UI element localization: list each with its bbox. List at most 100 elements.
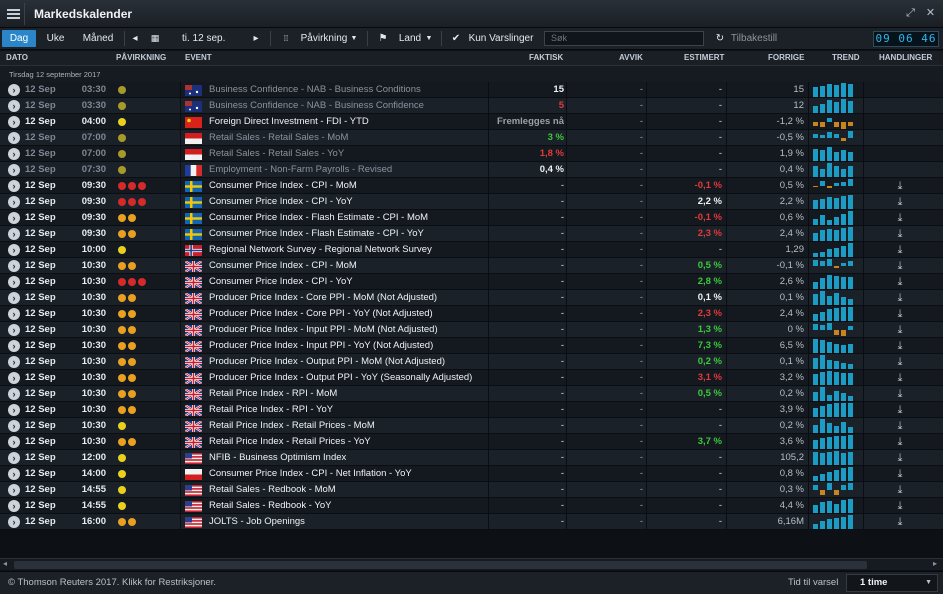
trend-sparkline[interactable] xyxy=(813,355,855,369)
reset-button[interactable]: Tilbakestill xyxy=(730,33,778,44)
trend-sparkline[interactable] xyxy=(813,483,855,497)
impact-filter[interactable]: Påvirkning xyxy=(300,33,348,44)
table-row[interactable]: › 12 Sep 04:00 Foreign Direct Investment… xyxy=(0,114,943,130)
table-row[interactable]: › 12 Sep 10:30 Retail Price Index - RPI … xyxy=(0,402,943,418)
trend-sparkline[interactable] xyxy=(813,115,855,129)
copyright-link[interactable]: © Thomson Reuters 2017. Klikk for Restri… xyxy=(8,577,216,588)
row-event[interactable]: Consumer Price Index - Flash Estimate - … xyxy=(209,212,429,223)
table-row[interactable]: › 12 Sep 07:00 Retail Sales - Retail Sal… xyxy=(0,146,943,162)
trend-sparkline[interactable] xyxy=(813,387,855,401)
table-row[interactable]: › 12 Sep 10:30 Retail Price Index - RPI … xyxy=(0,386,943,402)
download-icon[interactable]: ⤓ xyxy=(897,404,903,416)
col-deviation[interactable]: AVVIK xyxy=(619,53,643,62)
download-icon[interactable]: ⤓ xyxy=(897,500,903,512)
expand-row-icon[interactable]: › xyxy=(8,484,20,496)
tab-day[interactable]: Dag xyxy=(2,30,36,47)
trend-sparkline[interactable] xyxy=(813,435,855,449)
expand-row-icon[interactable]: › xyxy=(8,132,20,144)
table-row[interactable]: › 12 Sep 09:30 Consumer Price Index - Fl… xyxy=(0,226,943,242)
scroll-right-icon[interactable]: ▸ xyxy=(933,559,938,568)
row-event[interactable]: Producer Price Index - Output PPI - MoM … xyxy=(209,356,446,367)
trend-sparkline[interactable] xyxy=(813,195,855,209)
scrollbar-thumb[interactable] xyxy=(14,561,867,569)
hamburger-menu-icon[interactable] xyxy=(3,3,25,25)
download-icon[interactable]: ⤓ xyxy=(897,324,903,336)
row-event[interactable]: Retail Price Index - RPI - MoM xyxy=(209,388,338,399)
expand-row-icon[interactable]: › xyxy=(8,260,20,272)
expand-icon[interactable]: ⤢ xyxy=(906,7,915,19)
download-icon[interactable]: ⤓ xyxy=(897,244,903,256)
trend-sparkline[interactable] xyxy=(813,323,855,337)
col-event[interactable]: EVENT xyxy=(185,53,212,62)
download-icon[interactable]: ⤓ xyxy=(897,308,903,320)
table-row[interactable]: › 12 Sep 10:30 Producer Price Index - In… xyxy=(0,338,943,354)
trend-sparkline[interactable] xyxy=(813,499,855,513)
expand-row-icon[interactable]: › xyxy=(8,308,20,320)
expand-row-icon[interactable]: › xyxy=(8,356,20,368)
expand-row-icon[interactable]: › xyxy=(8,148,20,160)
row-event[interactable]: Retail Price Index - RPI - YoY xyxy=(209,404,334,415)
trend-sparkline[interactable] xyxy=(813,99,855,113)
date-selector[interactable]: ti. 12 sep. xyxy=(182,33,226,44)
check-circle-icon[interactable]: ✔ xyxy=(451,33,461,44)
table-row[interactable]: › 12 Sep 07:30 Employment - Non-Farm Pay… xyxy=(0,162,943,178)
country-filter[interactable]: Land xyxy=(398,33,422,44)
tab-week[interactable]: Uke xyxy=(46,33,65,44)
row-event[interactable]: Regional Network Survey - Regional Netwo… xyxy=(209,244,432,255)
expand-row-icon[interactable]: › xyxy=(8,244,20,256)
row-event[interactable]: Producer Price Index - Input PPI - MoM (… xyxy=(209,324,438,335)
expand-row-icon[interactable]: › xyxy=(8,388,20,400)
download-icon[interactable]: ⤓ xyxy=(897,340,903,352)
trend-sparkline[interactable] xyxy=(813,259,855,273)
row-event[interactable]: Employment - Non-Farm Payrolls - Revised xyxy=(209,164,393,175)
table-row[interactable]: › 12 Sep 14:00 Consumer Price Index - CP… xyxy=(0,466,943,482)
expand-row-icon[interactable]: › xyxy=(8,420,20,432)
table-row[interactable]: › 12 Sep 10:30 Consumer Price Index - CP… xyxy=(0,274,943,290)
prev-date-icon[interactable]: ◂ xyxy=(132,33,138,44)
trend-sparkline[interactable] xyxy=(813,339,855,353)
tab-month[interactable]: Måned xyxy=(82,33,114,44)
expand-row-icon[interactable]: › xyxy=(8,340,20,352)
row-event[interactable]: JOLTS - Job Openings xyxy=(209,516,305,527)
row-event[interactable]: Consumer Price Index - CPI - Net Inflati… xyxy=(209,468,412,479)
alert-time-select[interactable]: 1 time ▼ xyxy=(846,574,938,592)
expand-row-icon[interactable]: › xyxy=(8,292,20,304)
scroll-left-icon[interactable]: ◂ xyxy=(3,559,8,568)
col-previous[interactable]: FORRIGE xyxy=(768,53,805,62)
trend-sparkline[interactable] xyxy=(813,371,855,385)
expand-row-icon[interactable]: › xyxy=(8,100,20,112)
close-icon[interactable]: ✕ xyxy=(925,7,936,19)
download-icon[interactable]: ⤓ xyxy=(897,228,903,240)
expand-row-icon[interactable]: › xyxy=(8,228,20,240)
row-event[interactable]: Consumer Price Index - Flash Estimate - … xyxy=(209,228,424,239)
table-row[interactable]: › 12 Sep 09:30 Consumer Price Index - CP… xyxy=(0,194,943,210)
download-icon[interactable]: ⤓ xyxy=(897,468,903,480)
col-impact[interactable]: PÅVIRKNING xyxy=(116,53,167,62)
table-row[interactable]: › 12 Sep 14:55 Retail Sales - Redbook - … xyxy=(0,482,943,498)
col-trend[interactable]: TREND xyxy=(832,53,860,62)
search-input[interactable]: Søk xyxy=(544,31,704,46)
row-event[interactable]: Consumer Price Index - CPI - MoM xyxy=(209,180,357,191)
col-date[interactable]: DATO xyxy=(6,53,28,62)
download-icon[interactable]: ⤓ xyxy=(897,484,903,496)
trend-sparkline[interactable] xyxy=(813,307,855,321)
expand-row-icon[interactable]: › xyxy=(8,516,20,528)
table-row[interactable]: › 12 Sep 16:00 JOLTS - Job Openings - - … xyxy=(0,514,943,530)
chevron-down-icon[interactable]: ▼ xyxy=(350,35,358,42)
download-icon[interactable]: ⤓ xyxy=(897,356,903,368)
trend-sparkline[interactable] xyxy=(813,163,855,177)
trend-sparkline[interactable] xyxy=(813,467,855,481)
table-row[interactable]: › 12 Sep 14:55 Retail Sales - Redbook - … xyxy=(0,498,943,514)
download-icon[interactable]: ⤓ xyxy=(897,276,903,288)
table-row[interactable]: › 12 Sep 10:30 Consumer Price Index - CP… xyxy=(0,258,943,274)
trend-sparkline[interactable] xyxy=(813,515,855,529)
col-actual[interactable]: FAKTISK xyxy=(529,53,564,62)
row-event[interactable]: Business Confidence - NAB - Business Con… xyxy=(209,100,424,111)
expand-row-icon[interactable]: › xyxy=(8,212,20,224)
row-event[interactable]: Retail Sales - Redbook - MoM xyxy=(209,484,336,495)
download-icon[interactable]: ⤓ xyxy=(897,372,903,384)
alerts-only-toggle[interactable]: Kun Varslinger xyxy=(468,33,534,44)
table-row[interactable]: › 12 Sep 10:30 Retail Price Index - Reta… xyxy=(0,434,943,450)
row-event[interactable]: NFIB - Business Optimism Index xyxy=(209,452,347,463)
download-icon[interactable]: ⤓ xyxy=(897,212,903,224)
